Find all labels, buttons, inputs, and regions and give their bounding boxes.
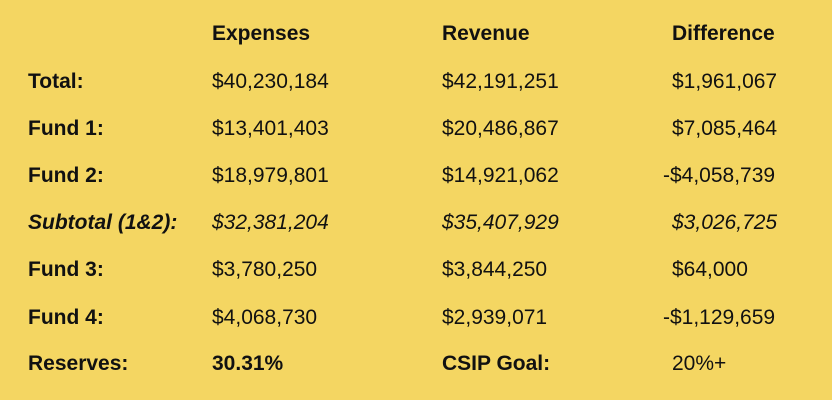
fund-3-revenue: $3,844,250 bbox=[442, 258, 548, 281]
csip-goal-value: 20%+ bbox=[672, 352, 727, 375]
row-label-subtotal: Subtotal (1&2): bbox=[28, 211, 178, 234]
subtotal-revenue: $35,407,929 bbox=[442, 211, 559, 234]
row-label-total: Total: bbox=[28, 70, 84, 93]
row-label-fund-2: Fund 2: bbox=[28, 164, 104, 187]
header-difference: Difference bbox=[672, 22, 775, 45]
fund-2-difference: -$4,058,739 bbox=[663, 164, 776, 187]
row-label-fund-1: Fund 1: bbox=[28, 117, 104, 140]
fund-2-expenses: $18,979,801 bbox=[212, 164, 329, 187]
subtotal-expenses: $32,381,204 bbox=[212, 211, 329, 234]
fund-1-revenue: $20,486,867 bbox=[442, 117, 559, 140]
csip-goal-label: CSIP Goal: bbox=[442, 352, 551, 375]
reserves-label: Reserves: bbox=[28, 352, 129, 375]
row-label-fund-3: Fund 3: bbox=[28, 258, 104, 281]
subtotal-difference: $3,026,725 bbox=[672, 211, 778, 234]
total-difference: $1,961,067 bbox=[672, 70, 778, 93]
fund-4-expenses: $4,068,730 bbox=[212, 306, 318, 329]
row-label-fund-4: Fund 4: bbox=[28, 306, 104, 329]
header-expenses: Expenses bbox=[212, 22, 311, 45]
header-revenue: Revenue bbox=[442, 22, 530, 45]
fund-4-difference: -$1,129,659 bbox=[663, 306, 776, 329]
reserves-value: 30.31% bbox=[212, 352, 284, 375]
fund-3-expenses: $3,780,250 bbox=[212, 258, 318, 281]
fund-2-revenue: $14,921,062 bbox=[442, 164, 559, 187]
total-expenses: $40,230,184 bbox=[212, 70, 329, 93]
fund-3-difference: $64,000 bbox=[672, 258, 748, 281]
fund-4-revenue: $2,939,071 bbox=[442, 306, 548, 329]
fund-1-difference: $7,085,464 bbox=[672, 117, 778, 140]
total-revenue: $42,191,251 bbox=[442, 70, 559, 93]
fund-1-expenses: $13,401,403 bbox=[212, 117, 329, 140]
